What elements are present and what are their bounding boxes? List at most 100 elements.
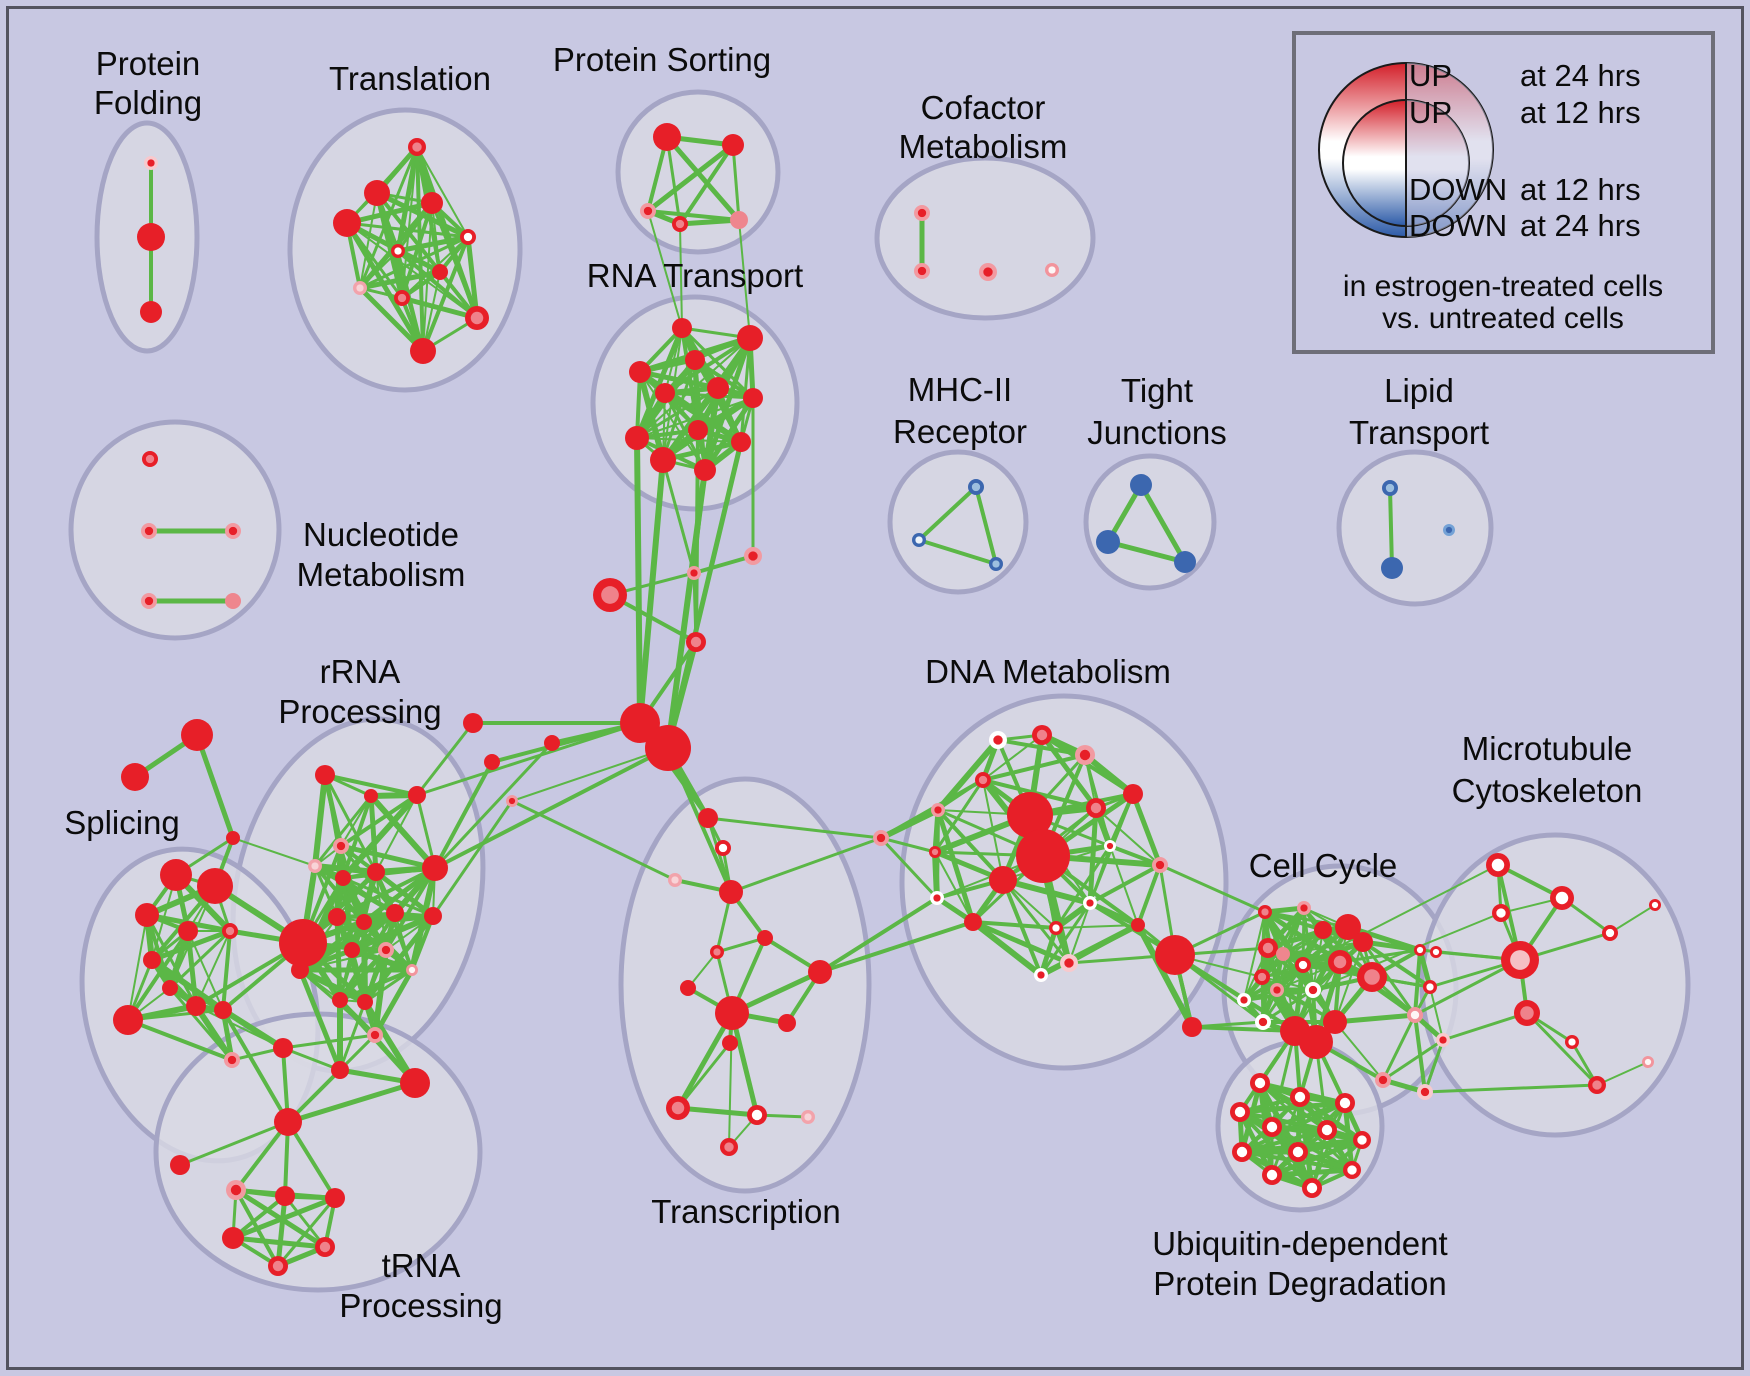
- node-dm6: [1123, 784, 1143, 804]
- node-core-cc9: [1364, 969, 1380, 985]
- edge: [934, 851, 974, 923]
- node-core-dm20: [1037, 971, 1045, 979]
- node-core-cf2: [917, 266, 927, 276]
- edge: [1135, 922, 1195, 1030]
- cluster-label-nucleotide-metabolism-line2: Metabolism: [297, 556, 466, 593]
- edge: [879, 836, 937, 854]
- legend-term-3: DOWN: [1409, 172, 1507, 207]
- edge: [126, 929, 190, 1022]
- node-rr10: [356, 914, 372, 930]
- edge: [312, 772, 328, 869]
- edge: [323, 773, 419, 797]
- node-core-mt3: [1496, 908, 1506, 918]
- edge: [634, 435, 643, 726]
- node-core-tc6: [713, 948, 721, 956]
- edge: [351, 949, 366, 1003]
- node-core-tr8: [356, 284, 364, 292]
- edge: [932, 849, 940, 901]
- edge: [338, 1000, 367, 1072]
- edge: [1332, 1012, 1418, 1025]
- node-core-mh3: [992, 560, 1000, 568]
- edge: [879, 836, 939, 900]
- cluster-label-cell-cycle: Cell Cycle: [1249, 847, 1398, 884]
- node-rr9: [328, 908, 346, 926]
- cluster-label-protein-folding-line1: Protein: [96, 45, 201, 82]
- node-core-sp11: [227, 1055, 237, 1065]
- edge: [677, 217, 742, 227]
- node-core-cf3: [983, 267, 993, 277]
- edge: [982, 734, 1043, 781]
- edge: [935, 807, 976, 925]
- legend-term-2: UP: [1409, 95, 1452, 130]
- node-core-dm15: [933, 894, 941, 902]
- node-tc1: [698, 808, 718, 828]
- node-cn8: [463, 713, 483, 733]
- edge: [410, 914, 435, 972]
- edge: [368, 793, 379, 875]
- edge: [313, 794, 373, 868]
- cluster-label-lipid-transport-line1: Lipid: [1384, 372, 1454, 409]
- node-rr8: [422, 855, 448, 881]
- node-tr4: [333, 209, 361, 237]
- edge: [1108, 844, 1162, 867]
- edge: [1105, 539, 1188, 565]
- cluster-label-tight-junctions-line2: Junctions: [1087, 414, 1226, 451]
- edge: [149, 957, 226, 1013]
- edge: [421, 235, 470, 353]
- edge: [1068, 902, 1091, 964]
- edge: [646, 209, 741, 222]
- edge: [1095, 807, 1161, 866]
- edge: [1055, 924, 1139, 929]
- edge: [416, 146, 469, 238]
- node-core-cc1: [1261, 908, 1269, 916]
- edge: [1088, 863, 1162, 905]
- edge: [1314, 1040, 1364, 1142]
- cluster-label-rrna-processing-line2: Processing: [278, 693, 441, 730]
- edge: [1423, 1038, 1445, 1094]
- node-core-cc11: [1257, 972, 1267, 982]
- node-tj1: [1130, 474, 1152, 496]
- node-cn7: [544, 735, 560, 751]
- edge: [1388, 486, 1394, 570]
- legend-footer-line2: vs. untreated cells: [1382, 302, 1624, 335]
- edge: [465, 234, 480, 321]
- node-rt11: [650, 447, 676, 473]
- node-rt5: [707, 377, 729, 399]
- node-core-cc13: [1240, 996, 1248, 1004]
- node-core-rr19: [370, 1030, 380, 1040]
- node-cc8: [1353, 932, 1373, 952]
- edge: [1130, 791, 1163, 868]
- node-cn6: [645, 725, 691, 771]
- edge: [230, 1235, 328, 1250]
- cluster-label-transcription: Transcription: [651, 1193, 841, 1230]
- node-rr20: [400, 1068, 430, 1098]
- node-rr2: [364, 789, 378, 803]
- edge: [1173, 953, 1297, 1033]
- node-core-cc25: [1420, 1087, 1430, 1097]
- node-core-mt8: [1605, 928, 1615, 938]
- legend-footer-line1: in estrogen-treated cells: [1343, 270, 1663, 303]
- edge: [281, 1046, 342, 1072]
- edge: [1190, 1020, 1265, 1029]
- node-core-tc3: [671, 876, 679, 884]
- node-tc8: [808, 960, 832, 984]
- cluster-label-trna-processing-line1: tRNA: [382, 1247, 461, 1284]
- node-core-dm12: [876, 833, 886, 843]
- edge: [1269, 1167, 1355, 1178]
- node-lt2: [1381, 557, 1403, 579]
- node-core-tc12: [671, 1101, 685, 1115]
- node-core-ub1: [1254, 1077, 1266, 1089]
- node-cc4: [1335, 914, 1361, 940]
- node-sp4: [178, 921, 198, 941]
- node-core-mt11: [1644, 1058, 1652, 1066]
- cluster-label-rrna-processing-line1: rRNA: [320, 653, 401, 690]
- edge: [415, 721, 475, 797]
- cluster-label-rna-transport: RNA Transport: [587, 257, 803, 294]
- edge: [234, 1120, 290, 1192]
- node-core-mt12: [1568, 1038, 1576, 1046]
- edge: [221, 929, 232, 1012]
- legend-box: [1292, 31, 1715, 354]
- edge: [422, 271, 441, 352]
- node-rr17: [279, 919, 327, 967]
